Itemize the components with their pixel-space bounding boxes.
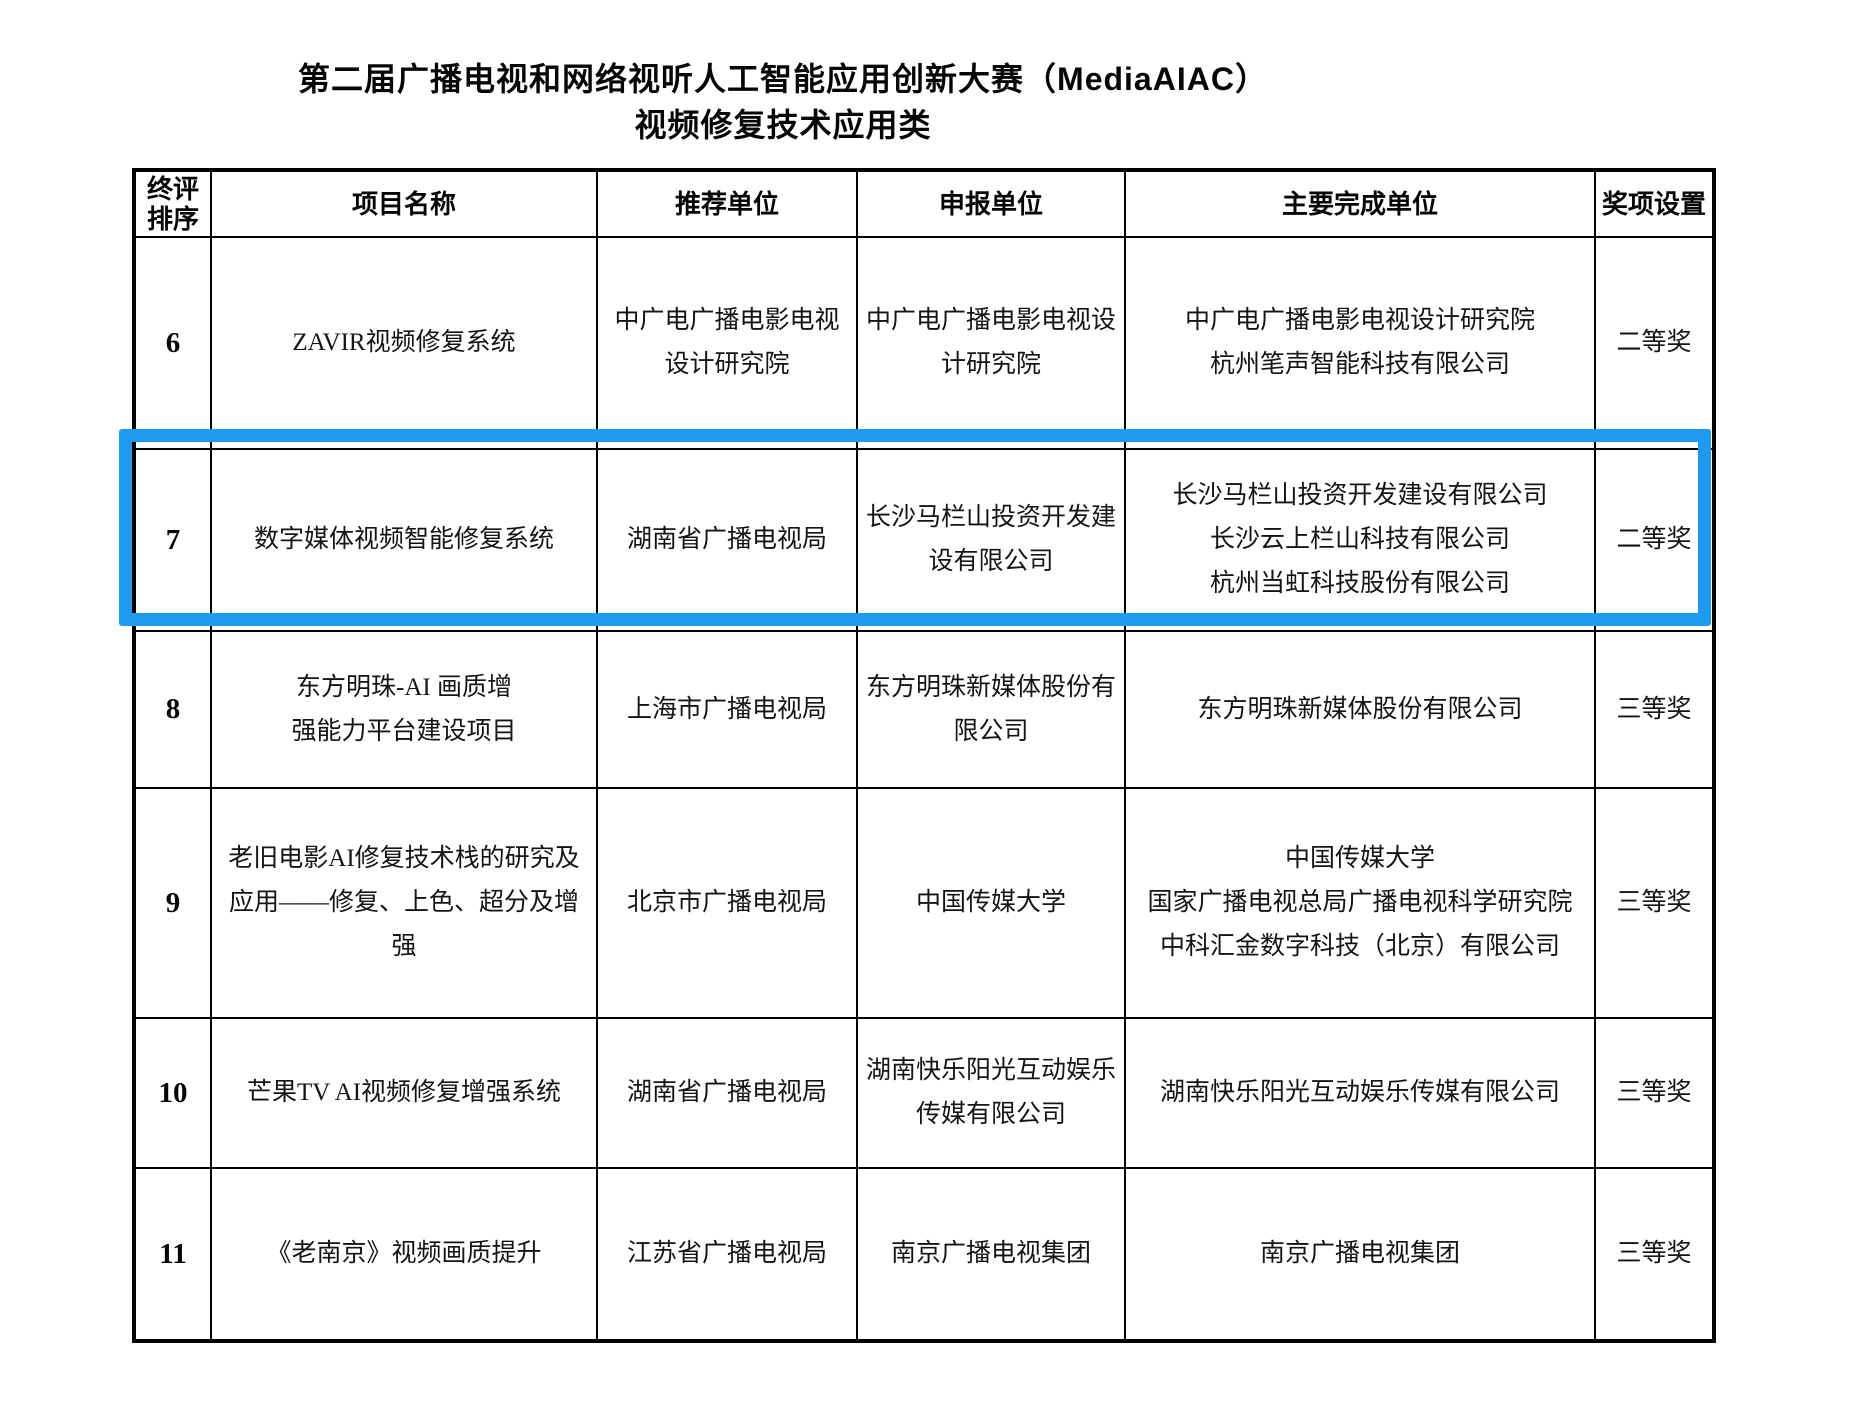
cell-completers: 中国传媒大学 国家广播电视总局广播电视科学研究院 中科汇金数字科技（北京）有限公… [1124,787,1596,1019]
table-header-row: 终评 排序 项目名称 推荐单位 申报单位 主要完成单位 奖项设置 [133,169,1715,238]
cell-applicant: 中广电广播电影电视设 计研究院 [856,236,1126,450]
cell-completers: 湖南快乐阳光互动娱乐传媒有限公司 [1124,1017,1596,1169]
cell-recommender: 中广电广播电影电视 设计研究院 [596,236,858,450]
cell-award: 二等奖 [1594,448,1715,632]
cell-final-rank: 11 [133,1167,212,1342]
table-row: 11 《老南京》视频画质提升 江苏省广播电视局 南京广播电视集团 南京广播电视集… [133,1167,1715,1342]
cell-recommender: 湖南省广播电视局 [596,448,858,632]
table-row: 6 ZAVIR视频修复系统 中广电广播电影电视 设计研究院 中广电广播电影电视设… [133,236,1715,450]
cell-project-name: 《老南京》视频画质提升 [210,1167,598,1342]
cell-applicant: 东方明珠新媒体股份有 限公司 [856,630,1126,789]
table-row-highlighted: 7 数字媒体视频智能修复系统 湖南省广播电视局 长沙马栏山投资开发建 设有限公司… [133,448,1715,632]
cell-final-rank: 6 [133,236,212,450]
cell-final-rank: 10 [133,1017,212,1169]
title-line-2: 视频修复技术应用类 [634,107,932,143]
cell-applicant: 南京广播电视集团 [856,1167,1126,1342]
cell-project-name: ZAVIR视频修复系统 [210,236,598,450]
cell-applicant: 长沙马栏山投资开发建 设有限公司 [856,448,1126,632]
cell-completers: 长沙马栏山投资开发建设有限公司 长沙云上栏山科技有限公司 杭州当虹科技股份有限公… [1124,448,1596,632]
header-project-name: 项目名称 [210,169,598,238]
table-row: 9 老旧电影AI修复技术栈的研究及 应用——修复、上色、超分及增 强 北京市广播… [133,787,1715,1019]
header-award: 奖项设置 [1594,169,1715,238]
header-recommender: 推荐单位 [596,169,858,238]
cell-completers: 东方明珠新媒体股份有限公司 [1124,630,1596,789]
cell-award: 二等奖 [1594,236,1715,450]
cell-completers: 南京广播电视集团 [1124,1167,1596,1342]
cell-final-rank: 9 [133,787,212,1019]
cell-recommender: 江苏省广播电视局 [596,1167,858,1342]
table-row: 10 芒果TV AI视频修复增强系统 湖南省广播电视局 湖南快乐阳光互动娱乐 传… [133,1017,1715,1169]
cell-final-rank: 7 [133,448,212,632]
cell-recommender: 北京市广播电视局 [596,787,858,1019]
header-completers: 主要完成单位 [1124,169,1596,238]
cell-award: 三等奖 [1594,1167,1715,1342]
cell-award: 三等奖 [1594,1017,1715,1169]
header-final-rank: 终评 排序 [133,169,212,238]
cell-recommender: 湖南省广播电视局 [596,1017,858,1169]
cell-award: 三等奖 [1594,787,1715,1019]
cell-recommender: 上海市广播电视局 [596,630,858,789]
cell-completers: 中广电广播电影电视设计研究院 杭州笔声智能科技有限公司 [1124,236,1596,450]
title-line-1: 第二届广播电视和网络视听人工智能应用创新大赛（MediaAIAC） [298,61,1268,97]
cell-award: 三等奖 [1594,630,1715,789]
table-row: 8 东方明珠-AI 画质增 强能力平台建设项目 上海市广播电视局 东方明珠新媒体… [133,630,1715,789]
cell-project-name: 老旧电影AI修复技术栈的研究及 应用——修复、上色、超分及增 强 [210,787,598,1019]
awards-table: 终评 排序 项目名称 推荐单位 申报单位 主要完成单位 奖项设置 6 ZAVIR… [132,168,1716,1343]
cell-project-name: 数字媒体视频智能修复系统 [210,448,598,632]
page-title: 第二届广播电视和网络视听人工智能应用创新大赛（MediaAIAC） 视频修复技术… [0,56,1566,148]
cell-applicant: 中国传媒大学 [856,787,1126,1019]
cell-project-name: 芒果TV AI视频修复增强系统 [210,1017,598,1169]
header-applicant: 申报单位 [856,169,1126,238]
cell-final-rank: 8 [133,630,212,789]
cell-applicant: 湖南快乐阳光互动娱乐 传媒有限公司 [856,1017,1126,1169]
cell-project-name: 东方明珠-AI 画质增 强能力平台建设项目 [210,630,598,789]
